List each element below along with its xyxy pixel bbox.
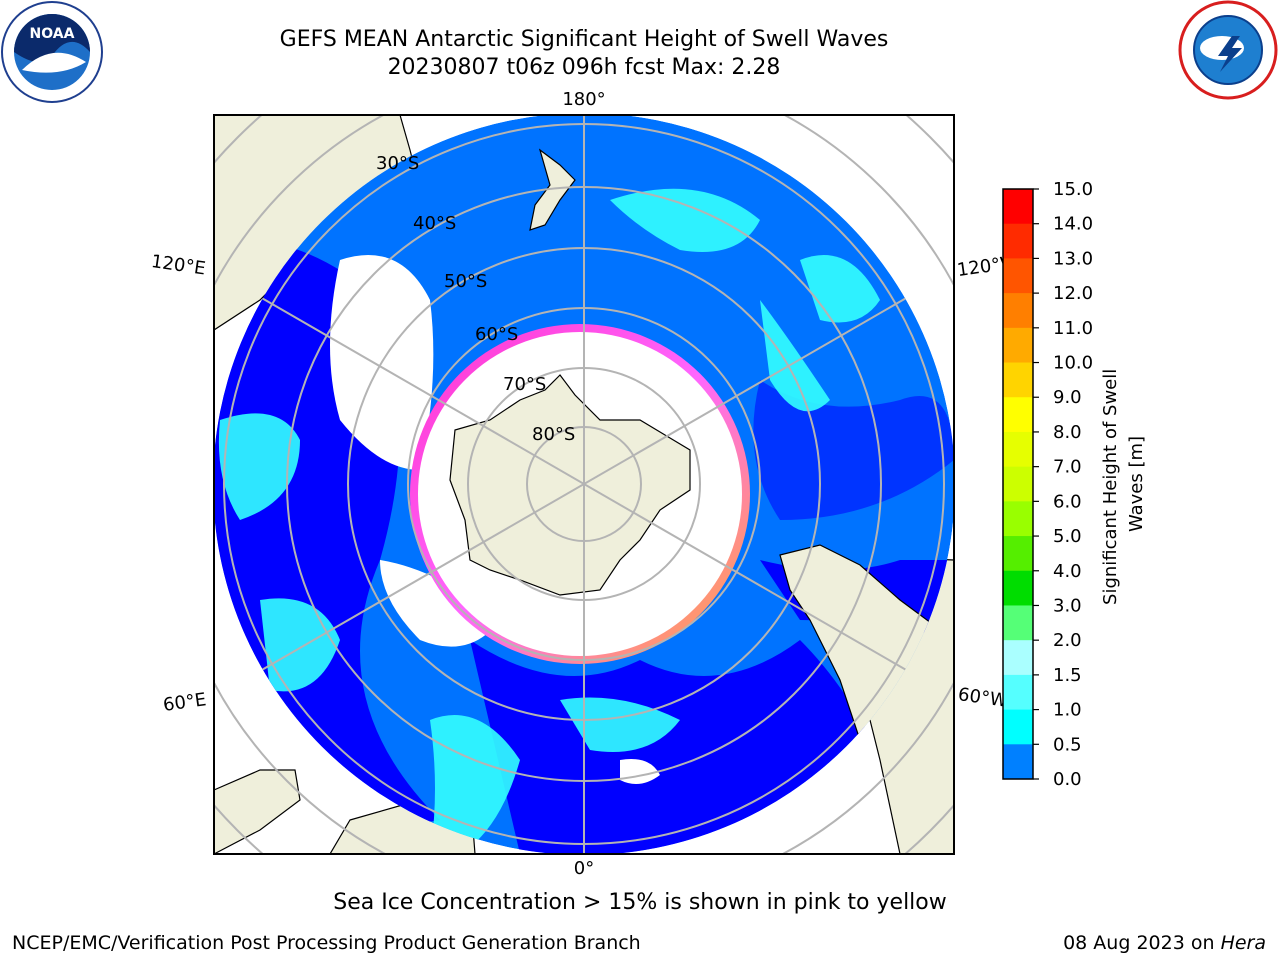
colorbar-tick-label: 11.0 [1053,318,1093,339]
title-line-2: 20230807 t06z 096h fcst Max: 2.28 [387,55,781,80]
colorbar-segment [1003,570,1033,606]
colorbar-tick-label: 13.0 [1053,248,1093,269]
colorbar-segment [1003,744,1033,780]
chart-title: GEFS MEAN Antarctic Significant Height o… [0,26,1168,82]
colorbar-tick-label: 9.0 [1053,387,1082,408]
colorbar: 15.0 14.0 13.0 12.0 11.0 10.0 9.0 8.0 7.0 6.0 5.0 4… [1002,179,1093,790]
colorbar-segment [1003,605,1033,641]
colorbar-tick-label: 10.0 [1053,353,1093,374]
colorbar-tick-label: 0.0 [1053,769,1082,790]
colorbar-tick-label: 5.0 [1053,526,1082,547]
colorbar-tick-label: 0.5 [1053,734,1082,755]
sea-ice-note: Sea Ice Concentration > 15% is shown in … [333,890,947,915]
colorbar-segment [1003,362,1033,398]
lat-label-40: 40°S [413,213,456,234]
host-name: Hera [1220,932,1266,954]
lat-label-80: 80°S [532,424,575,445]
colorbar-segment [1003,189,1033,225]
antarctica [449,374,691,596]
colorbar-tick-label: 8.0 [1053,422,1082,443]
graticule [223,115,945,854]
date-value: 08 Aug 2023 on [1063,932,1221,954]
colorbar-segment [1003,709,1033,745]
colorbar-segment [1003,293,1033,329]
colorbar-segment [1003,501,1033,537]
colorbar-tick-label: 15.0 [1053,179,1093,200]
date-text: 08 Aug 2023 on Hera [1063,932,1266,954]
title-line-1: GEFS MEAN Antarctic Significant Height o… [279,27,889,52]
colorbar-tick-label: 1.5 [1053,665,1082,686]
colorbar-tick-label: 12.0 [1053,283,1093,304]
colorbar-label: Significant Height of Swell Waves [m] [1100,363,1147,605]
colorbar-tick-label: 2.0 [1053,630,1082,651]
lat-label-70: 70°S [503,374,546,395]
colorbar-segment [1003,466,1033,502]
map-frame [213,114,955,855]
noaa-logo: NOAA [1,1,103,103]
colorbar-frame [1002,188,1034,780]
lat-label-30: 30°S [376,153,419,174]
colorbar-segment [1003,431,1033,468]
lon-label-bottom: 0° [574,858,594,879]
lon-label-right-lower: 60°W [957,684,1009,712]
colorbar-tick-label: 7.0 [1053,457,1082,478]
colorbar-segment [1003,536,1033,572]
nws-logo [1178,0,1278,100]
map-panel [213,114,955,855]
colorbar-segment [1003,397,1033,433]
colorbar-segment [1003,223,1033,259]
svg-text:NOAA: NOAA [30,26,75,42]
colorbar-segment [1003,674,1033,711]
colorbar-segment [1003,258,1033,294]
colorbar-tick-label: 1.0 [1053,700,1082,721]
lat-label-60: 60°S [475,324,518,345]
credit-text: NCEP/EMC/Verification Post Processing Pr… [12,932,641,954]
lon-label-left-upper: 120°E [150,251,207,279]
colorbar-segment [1003,327,1033,364]
colorbar-segment [1003,640,1033,676]
lon-label-top: 180° [562,89,605,110]
colorbar-tick-label: 14.0 [1053,214,1093,235]
lat-label-50: 50°S [444,271,487,292]
new-zealand [529,148,576,231]
colorbar-tick-label: 6.0 [1053,491,1082,512]
colorbar-tick-label: 3.0 [1053,595,1082,616]
latitude-labels: 30°S 40°S 50°S 60°S 70°S 80°S [376,153,575,445]
colorbar-tick-label: 4.0 [1053,561,1082,582]
lon-label-left-lower: 60°E [162,689,208,716]
